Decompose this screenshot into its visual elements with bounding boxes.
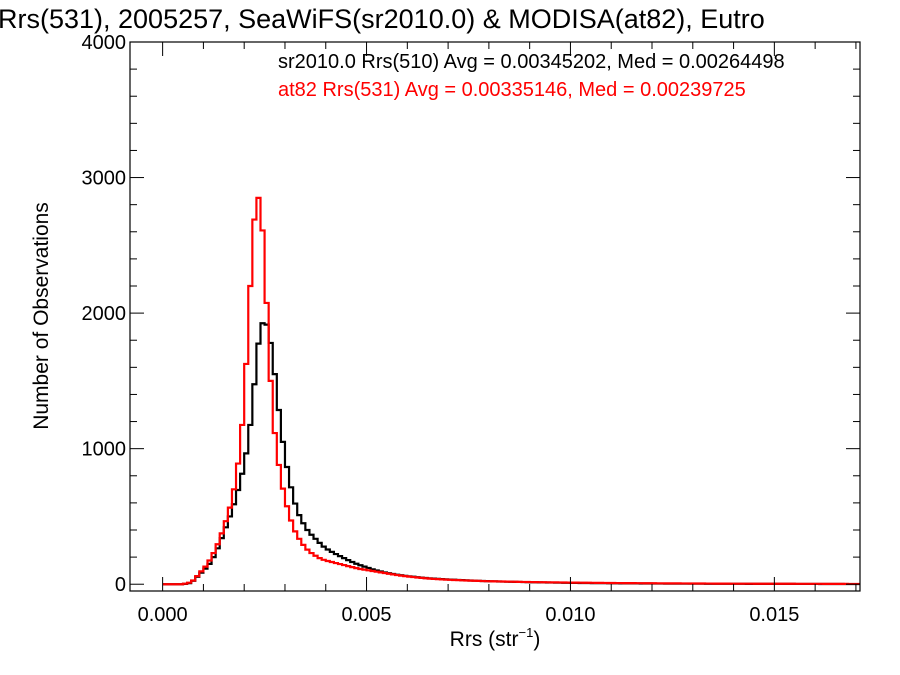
x-tick-label: 0.010 xyxy=(545,604,595,626)
series-layer xyxy=(162,196,860,586)
x-tick-label: 0.005 xyxy=(342,604,392,626)
y-tick-label: 2000 xyxy=(82,303,127,325)
x-axis-label-superscript: −1 xyxy=(519,625,534,640)
y-axis-label: Number of Observations xyxy=(30,202,53,430)
series-line-1 xyxy=(162,196,860,586)
series-line-0 xyxy=(162,322,860,586)
ticks-layer: 0.000 0.005 0.010 0.015 0 1000 2000 3000 4000 xyxy=(82,32,860,626)
plot-frame xyxy=(129,41,861,592)
y-tick-label: 4000 xyxy=(82,32,127,54)
x-tick-label: 0.015 xyxy=(749,604,799,626)
x-axis-label: Rrs (str−1) xyxy=(450,625,541,651)
x-axis-label-close: ) xyxy=(533,628,540,651)
legend-annotation-red: at82 Rrs(531) Avg = 0.00335146, Med = 0.… xyxy=(278,79,746,101)
y-tick-label: 1000 xyxy=(82,439,127,461)
legend-annotation-black: sr2010.0 Rrs(510) Avg = 0.00345202, Med … xyxy=(278,51,785,73)
x-tick-label: 0.000 xyxy=(138,604,188,626)
y-tick-label: 0 xyxy=(115,574,126,596)
x-axis-label-main: Rrs (str xyxy=(450,628,519,651)
y-tick-label: 3000 xyxy=(82,168,127,190)
chart-title: Rrs(531), 2005257, SeaWiFS(sr2010.0) & M… xyxy=(0,4,765,34)
